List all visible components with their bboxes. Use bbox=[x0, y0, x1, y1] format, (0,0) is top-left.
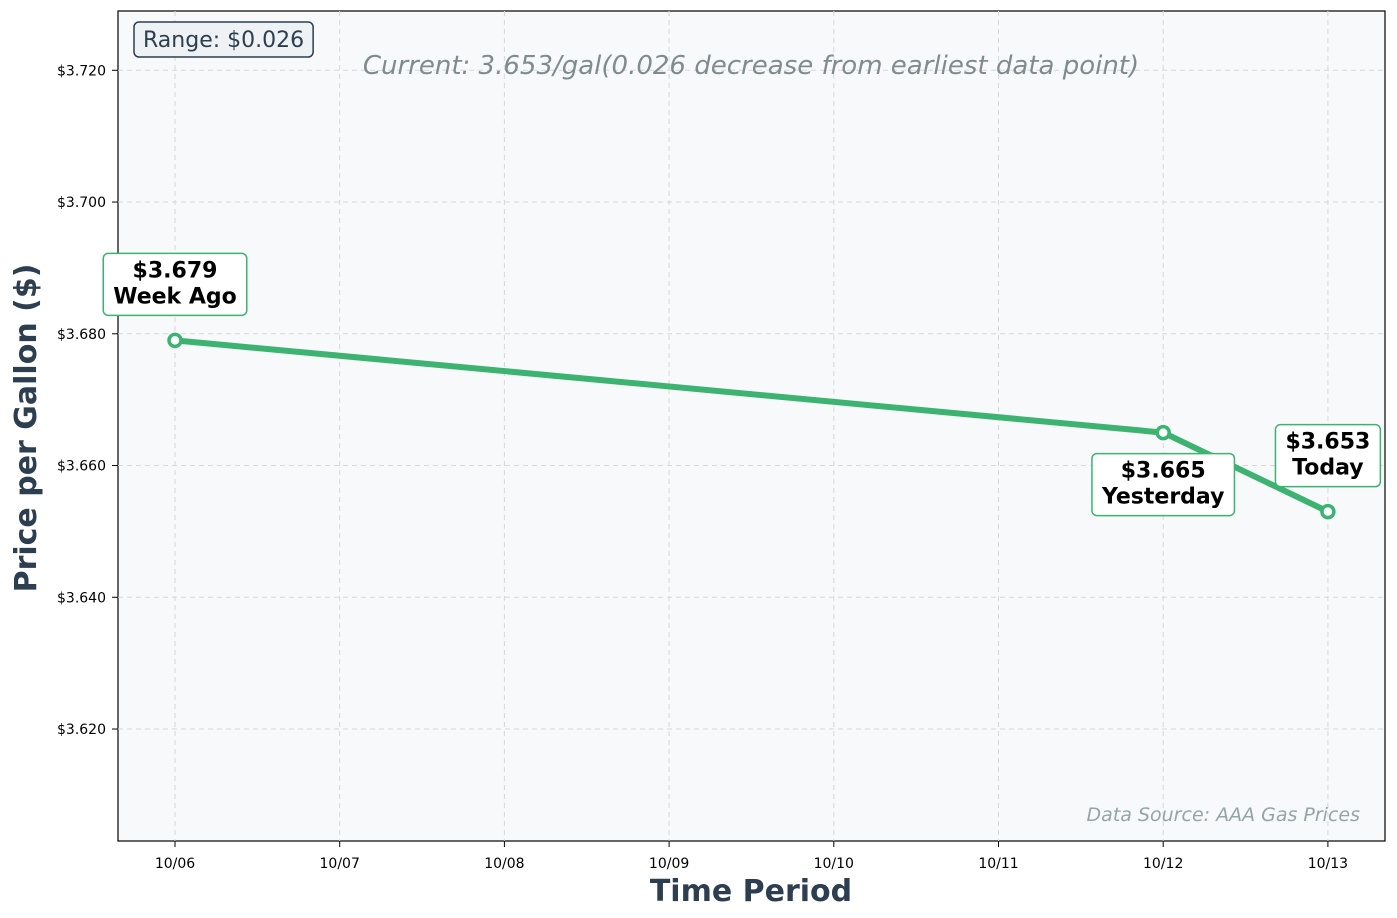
plot-area bbox=[117, 10, 1386, 842]
current-note: Current: 3.653/gal(0.026 decrease from e… bbox=[363, 51, 1139, 81]
annotation-box bbox=[102, 252, 248, 317]
x-tick-label: 10/09 bbox=[649, 856, 689, 872]
x-tick-label: 10/12 bbox=[1143, 856, 1183, 872]
annotation-caption: Week Ago bbox=[113, 284, 237, 309]
annotation-value: $3.653 bbox=[1285, 430, 1370, 455]
data-point bbox=[1320, 503, 1336, 520]
annotation-caption: Yesterday bbox=[1101, 485, 1224, 510]
data-point bbox=[167, 332, 183, 349]
annotation-box bbox=[1274, 423, 1382, 488]
x-tick-label: 10/13 bbox=[1308, 856, 1348, 872]
range-box-frame bbox=[133, 21, 314, 58]
range-label: Range: $0.026 bbox=[143, 28, 304, 53]
y-tick-label: $3.700 bbox=[57, 195, 106, 211]
x-tick-label: 10/06 bbox=[155, 856, 195, 872]
annotation-caption: Today bbox=[1292, 456, 1363, 481]
y-axis-ticks: $3.620 $3.640 $3.660 $3.680 $3.700 $3.720 bbox=[57, 63, 118, 738]
y-tick-label: $3.680 bbox=[57, 327, 106, 343]
x-tick-label: 10/10 bbox=[814, 856, 854, 872]
series-layer bbox=[167, 332, 1336, 520]
y-tick-label: $3.620 bbox=[57, 722, 106, 738]
x-axis-ticks: 10/06 10/07 10/08 10/09 10/10 10/11 10/12 10/13 bbox=[155, 841, 1348, 872]
y-axis-title: Price per Gallon ($) bbox=[9, 264, 44, 593]
x-axis-title: Time Period bbox=[650, 874, 852, 909]
x-tick-label: 10/08 bbox=[484, 856, 524, 872]
y-tick-label: $3.660 bbox=[57, 459, 106, 475]
range-box: Range: $0.026 bbox=[133, 21, 314, 58]
annotation-value: $3.665 bbox=[1121, 459, 1206, 484]
data-source-note: Data Source: AAA Gas Prices bbox=[1087, 804, 1361, 826]
x-tick-label: 10/07 bbox=[320, 856, 360, 872]
y-tick-label: $3.640 bbox=[57, 590, 106, 606]
y-tick-label: $3.720 bbox=[57, 63, 106, 79]
x-tick-label: 10/11 bbox=[978, 856, 1018, 872]
data-point bbox=[1155, 424, 1171, 441]
annotation-box bbox=[1091, 452, 1236, 517]
annotation-value: $3.679 bbox=[133, 258, 218, 283]
